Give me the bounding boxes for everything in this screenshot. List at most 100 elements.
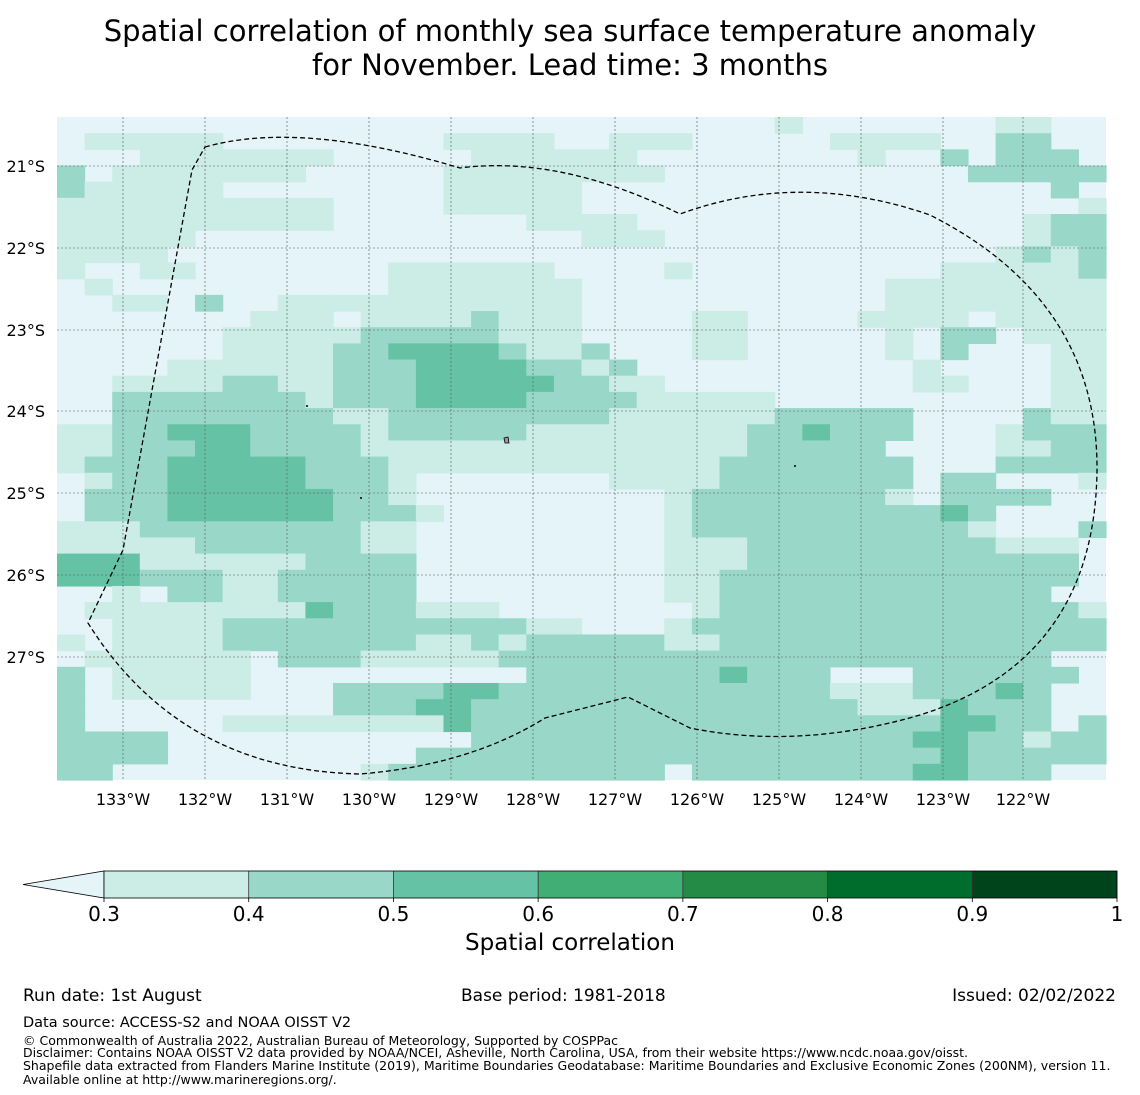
correlation-cell bbox=[1023, 569, 1052, 587]
correlation-cell bbox=[277, 294, 307, 312]
correlation-cell bbox=[940, 569, 969, 587]
correlation-cell bbox=[222, 553, 251, 571]
correlation-cell bbox=[498, 343, 527, 361]
correlation-cell bbox=[885, 537, 914, 555]
correlation-cell bbox=[277, 585, 307, 603]
correlation-cell bbox=[829, 537, 859, 555]
correlation-cell bbox=[250, 505, 279, 522]
correlation-cell bbox=[526, 181, 555, 199]
correlation-cell bbox=[1023, 117, 1052, 134]
correlation-cell bbox=[940, 634, 969, 652]
correlation-cell bbox=[1050, 165, 1079, 183]
correlation-cell bbox=[553, 359, 583, 377]
correlation-cell bbox=[84, 521, 113, 539]
correlation-cell bbox=[333, 391, 362, 409]
correlation-cell bbox=[691, 440, 721, 458]
correlation-cell bbox=[967, 294, 997, 312]
correlation-cell bbox=[664, 618, 693, 636]
correlation-cell bbox=[388, 521, 417, 539]
correlation-cell bbox=[305, 456, 334, 474]
correlation-cell bbox=[885, 472, 914, 490]
correlation-cell bbox=[139, 133, 169, 150]
correlation-cell bbox=[912, 682, 941, 700]
correlation-cell bbox=[609, 747, 638, 765]
correlation-cell bbox=[609, 650, 638, 668]
correlation-cell bbox=[360, 682, 389, 700]
correlation-cell bbox=[167, 553, 196, 571]
correlation-cell bbox=[609, 359, 638, 377]
correlation-cell bbox=[857, 456, 886, 474]
correlation-cell bbox=[112, 408, 141, 425]
correlation-cell bbox=[940, 618, 969, 636]
correlation-cell bbox=[940, 262, 969, 280]
correlation-cell bbox=[553, 440, 583, 458]
correlation-cell bbox=[581, 634, 610, 652]
correlation-cell bbox=[553, 311, 583, 328]
correlation-cell bbox=[829, 521, 859, 539]
correlation-cell bbox=[388, 311, 417, 328]
correlation-cell bbox=[305, 359, 334, 377]
lat-tick-label: 22°S bbox=[6, 239, 45, 258]
correlation-cell bbox=[139, 634, 169, 652]
correlation-cell bbox=[305, 618, 334, 636]
correlation-cell bbox=[250, 359, 279, 377]
correlation-cell bbox=[581, 343, 610, 361]
correlation-cell bbox=[167, 666, 196, 684]
colorbar-tick-label: 1 bbox=[1111, 902, 1124, 926]
correlation-cell bbox=[222, 602, 251, 619]
correlation-cell bbox=[471, 602, 500, 619]
correlation-cell bbox=[471, 311, 500, 328]
correlation-cell bbox=[84, 505, 113, 522]
correlation-cell bbox=[443, 391, 472, 409]
correlation-cell bbox=[967, 747, 997, 765]
correlation-cell bbox=[526, 343, 555, 361]
correlation-cell bbox=[305, 521, 334, 539]
correlation-cell bbox=[664, 699, 693, 716]
correlation-cell bbox=[333, 343, 362, 361]
correlation-cell bbox=[415, 505, 445, 522]
correlation-cell bbox=[857, 569, 886, 587]
correlation-cell bbox=[167, 537, 196, 555]
correlation-cell bbox=[305, 715, 334, 733]
correlation-cell bbox=[277, 391, 307, 409]
correlation-cell bbox=[471, 391, 500, 409]
correlation-cell bbox=[747, 682, 776, 700]
correlation-cell bbox=[1078, 294, 1107, 312]
correlation-cell bbox=[691, 505, 721, 522]
correlation-cell bbox=[664, 634, 693, 652]
correlation-cell bbox=[636, 408, 665, 425]
correlation-cell bbox=[471, 278, 500, 296]
correlation-cell bbox=[498, 294, 527, 312]
correlation-cell bbox=[277, 343, 307, 361]
correlation-cell bbox=[277, 424, 307, 442]
correlation-cell bbox=[885, 521, 914, 539]
correlation-cell bbox=[443, 327, 472, 344]
correlation-cell bbox=[719, 537, 748, 555]
correlation-cell bbox=[1078, 731, 1107, 749]
correlation-cell bbox=[553, 408, 583, 425]
correlation-cell bbox=[139, 488, 169, 506]
correlation-cell bbox=[498, 456, 527, 474]
correlation-cell bbox=[940, 149, 969, 167]
correlation-cell bbox=[333, 472, 362, 490]
correlation-cell bbox=[609, 230, 638, 247]
correlation-cell bbox=[471, 327, 500, 344]
correlation-cell bbox=[719, 553, 748, 571]
correlation-cell bbox=[498, 165, 527, 183]
correlation-cell bbox=[1050, 440, 1079, 458]
correlation-cell bbox=[195, 294, 224, 312]
correlation-cell bbox=[360, 456, 389, 474]
correlation-cell bbox=[443, 262, 472, 280]
correlation-cell bbox=[167, 488, 196, 506]
colorbar-tick-label: 0.8 bbox=[812, 902, 844, 926]
correlation-cell bbox=[305, 602, 334, 619]
title-line-2: for November. Lead time: 3 months bbox=[311, 48, 829, 82]
correlation-cell bbox=[167, 618, 196, 636]
correlation-cell bbox=[885, 408, 914, 425]
correlation-cell bbox=[112, 214, 141, 231]
correlation-cell bbox=[112, 197, 141, 215]
correlation-cell bbox=[829, 569, 859, 587]
correlation-cell bbox=[222, 472, 251, 490]
correlation-cell bbox=[829, 553, 859, 571]
correlation-cell bbox=[912, 294, 941, 312]
